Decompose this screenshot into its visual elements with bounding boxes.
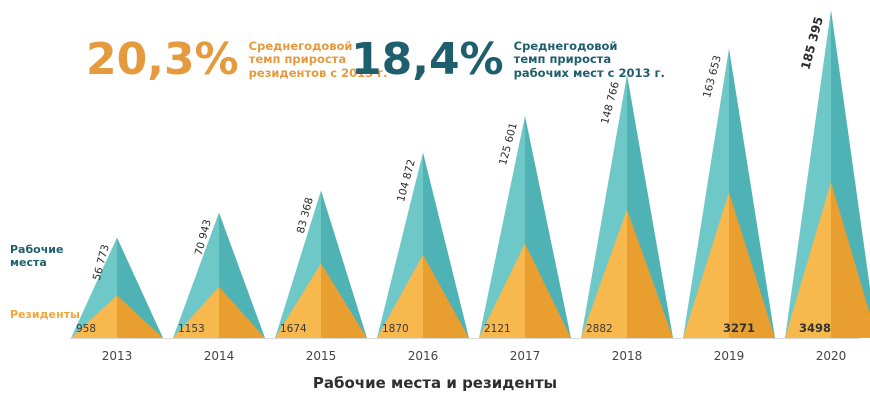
residents-mark-shade: [321, 263, 367, 338]
residents-mark-shade: [729, 192, 775, 338]
kpi-jobs: 18,4% Среднегодовой темп прироста рабочи…: [351, 38, 684, 82]
x-tick-label: 2019: [714, 349, 745, 363]
legend-jobs-line: Рабочие: [10, 243, 64, 256]
residents-mark: [785, 182, 831, 338]
kpi-residents-caption-line: Среднегодовой: [248, 39, 353, 54]
jobs-value-label: 163 653: [701, 54, 724, 99]
residents-value-label: 1870: [382, 323, 409, 335]
residents-value-label: 1674: [280, 323, 307, 335]
jobs-value-label: 185 395: [798, 15, 826, 71]
kpi-jobs-caption-line: рабочих мест с 2013 г.: [513, 65, 665, 80]
legend-residents: Резиденты: [10, 308, 80, 321]
residents-value-label: 958: [76, 323, 96, 335]
residents-mark: [275, 263, 321, 338]
residents-mark-shade: [117, 295, 163, 338]
residents-mark: [581, 209, 627, 338]
kpi-residents-caption-line: темп прироста: [248, 52, 347, 67]
residents-value-label: 3498: [799, 321, 831, 335]
kpi-jobs-caption-line: темп прироста: [513, 52, 612, 67]
residents-mark-shade: [219, 286, 265, 338]
kpi-jobs-caption-line: Среднегодовой: [513, 39, 618, 54]
residents-value-label: 2882: [586, 323, 613, 335]
x-tick-label: 2014: [204, 349, 235, 363]
residents-mark: [173, 286, 219, 338]
residents-mark: [71, 295, 117, 338]
x-tick-label: 2016: [408, 349, 439, 363]
kpi-jobs-value: 18,4%: [351, 34, 504, 85]
chart-title: Рабочие места и резиденты: [312, 374, 558, 392]
residents-mark-shade: [525, 243, 571, 338]
residents-value-label: 2121: [484, 323, 511, 335]
x-tick-label: 2015: [306, 349, 337, 363]
residents-value-label: 1153: [178, 323, 205, 335]
residents-mark: [479, 243, 525, 338]
x-tick-label: 2017: [510, 349, 541, 363]
kpi-residents-value: 20,3%: [86, 34, 239, 85]
x-tick-label: 2013: [102, 349, 133, 363]
x-tick-label: 2018: [612, 349, 643, 363]
residents-mark: [377, 254, 423, 338]
residents-mark-shade: [831, 182, 870, 338]
residents-mark-shade: [423, 254, 469, 338]
legend-jobs-line: места: [10, 256, 47, 270]
legend-jobs: Рабочие места: [10, 243, 80, 269]
x-tick-label: 2020: [816, 349, 847, 363]
kpi-residents: 20,3% Среднегодовой темп прироста резиде…: [86, 38, 419, 82]
kpi-jobs-caption: Среднегодовой темп прироста рабочих мест…: [513, 39, 684, 80]
kpi-residents-caption: Среднегодовой темп прироста резидентов с…: [248, 39, 419, 80]
residents-mark-shade: [627, 209, 673, 338]
kpi-residents-caption-line: резидентов с 2013 г.: [248, 65, 388, 80]
residents-mark: [683, 192, 729, 338]
jobs-value-label: 148 766: [599, 80, 622, 125]
residents-value-label: 3271: [723, 321, 755, 335]
